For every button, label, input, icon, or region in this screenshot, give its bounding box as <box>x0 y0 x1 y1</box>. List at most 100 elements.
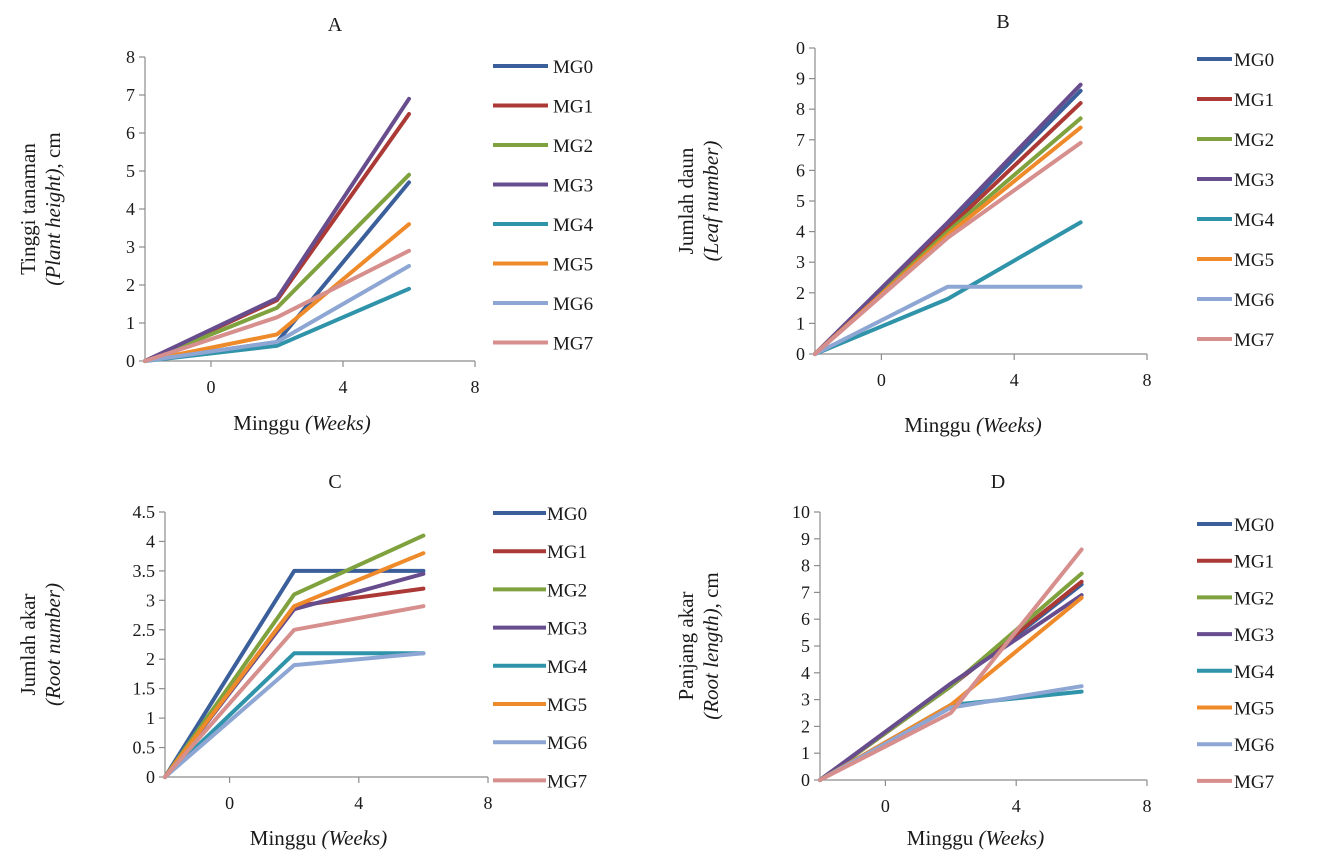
chart-b-legend-label-mg3: MG3 <box>1234 170 1274 191</box>
chart-b-series-mg4 <box>813 220 1083 356</box>
chart-c-y-tick-label: 0 <box>146 767 155 787</box>
chart-c-legend-label-mg7: MG7 <box>547 771 587 792</box>
chart-d-y-tick-label: 3 <box>801 690 810 710</box>
chart-c-y-tick-label: 3 <box>146 590 155 610</box>
chart-b-y-tick-label: 2 <box>796 283 805 303</box>
chart-a-x-axis-title: Minggu (Weeks) <box>233 411 370 435</box>
chart-b-series-mg3 <box>813 82 1083 356</box>
chart-c-series-mg7 <box>163 604 426 779</box>
chart-b-x-tick-label: 0 <box>877 370 886 390</box>
chart-d-series-mg7 <box>818 547 1084 782</box>
chart-b-series-mg6 <box>813 284 1083 356</box>
chart-a-series-mg6 <box>143 264 411 363</box>
chart-d-legend-label-mg5: MG5 <box>1234 699 1274 720</box>
chart-a-legend-label-mg6: MG6 <box>553 294 593 315</box>
chart-d-y-tick-label: 5 <box>801 636 810 656</box>
chart-d-y-tick-label: 6 <box>801 609 810 629</box>
chart-b-x-tick-label: 8 <box>1143 370 1152 390</box>
chart-c-series-mg6 <box>163 651 426 779</box>
chart-d-y-tick-label: 2 <box>801 716 810 736</box>
chart-b-y-tick-label: 4 <box>796 222 805 242</box>
chart-a-legend-label-mg7: MG7 <box>553 334 593 355</box>
chart-a-y-tick-label: 7 <box>126 85 135 105</box>
chart-a-x-tick-label: 0 <box>207 377 216 397</box>
chart-b-legend-label-mg4: MG4 <box>1234 210 1275 231</box>
chart-d-title: D <box>991 471 1005 493</box>
chart-d-legend-label-mg7: MG7 <box>1234 772 1274 793</box>
chart-c-legend-label-mg4: MG4 <box>547 657 588 678</box>
chart-c-y-tick-label: 3.5 <box>133 561 156 581</box>
chart-d-y-tick-label: 10 <box>792 502 810 522</box>
chart-a-panel: A 0 1 2 3 4 5 6 7 8 0 4 8 Minggu (Weeks) Tinggi tanama… <box>16 14 594 435</box>
chart-c-x-tick-label: 8 <box>484 793 493 813</box>
chart-d-y-tick-label: 9 <box>801 529 810 549</box>
chart-a-y-tick-label: 3 <box>126 237 135 257</box>
chart-a-series-mg7 <box>143 248 411 363</box>
chart-a-title: A <box>328 14 343 36</box>
chart-a-y-tick-label: 2 <box>126 275 135 295</box>
chart-a-legend-label-mg4: MG4 <box>553 215 594 236</box>
chart-c-y-tick-label: 1.5 <box>133 679 156 699</box>
chart-a-series-mg5 <box>143 222 411 363</box>
chart-d-y-tick-label: 4 <box>801 663 810 683</box>
chart-a-y-tick-label: 4 <box>126 199 135 219</box>
chart-b-y-tick-label: 7 <box>796 130 805 150</box>
chart-d-y-tick-label: 0 <box>801 770 810 790</box>
chart-b-panel: B 0 1 2 3 4 5 6 7 8 9 0 0 4 8 Minggu (Weeks) Jumlah daun… <box>674 11 1275 437</box>
chart-b-y-axis-title: Jumlah daun(Leaf number) <box>674 141 723 262</box>
chart-c-legend-label-mg2: MG2 <box>547 580 587 601</box>
chart-b-legend-label-mg6: MG6 <box>1234 290 1274 311</box>
chart-b-legend-label-mg5: MG5 <box>1234 250 1274 271</box>
chart-b-x-axis-title: Minggu (Weeks) <box>904 413 1041 437</box>
chart-c-y-tick-label: 4 <box>146 531 155 551</box>
chart-b-y-tick-label: 0 <box>796 38 805 58</box>
chart-b-legend-label-mg1: MG1 <box>1234 90 1274 111</box>
chart-d-x-tick-label: 0 <box>881 796 890 816</box>
chart-b-y-tick-label: 0 <box>796 344 805 364</box>
chart-c-series-mg2 <box>163 533 426 779</box>
chart-c-x-axis-title: Minggu (Weeks) <box>250 826 387 850</box>
chart-b-legend-label-mg0: MG0 <box>1234 50 1274 71</box>
chart-c-y-tick-label: 1 <box>146 708 155 728</box>
chart-a-x-tick-label: 4 <box>339 377 348 397</box>
chart-d-legend-label-mg0: MG0 <box>1234 515 1274 536</box>
chart-c-series-mg0 <box>163 568 426 779</box>
chart-c-title: C <box>328 471 341 493</box>
chart-b-y-tick-label: 1 <box>796 313 805 333</box>
chart-c-y-tick-label: 2.5 <box>133 620 156 640</box>
chart-a-y-tick-label: 1 <box>126 313 135 333</box>
chart-a-legend-label-mg0: MG0 <box>553 57 593 78</box>
chart-d-legend-label-mg3: MG3 <box>1234 625 1274 646</box>
chart-d-panel: D 0 1 2 3 4 5 6 7 8 9 10 0 4 8 Minggu (Weeks) Panjang ak… <box>674 471 1275 850</box>
chart-b-y-tick-label: 5 <box>796 191 805 211</box>
chart-c-y-axis-title: Jumlah akar(Root number) <box>16 583 65 706</box>
chart-c-series-mg1 <box>163 586 426 779</box>
chart-b-y-tick-label: 9 <box>796 69 805 89</box>
chart-b-legend-label-mg2: MG2 <box>1234 130 1274 151</box>
chart-a-y-tick-label: 5 <box>126 161 135 181</box>
chart-a-legend-label-mg1: MG1 <box>553 97 593 118</box>
chart-d-y-axis-title: Panjang akar(Root length), cm <box>674 572 723 720</box>
chart-b-legend-label-mg7: MG7 <box>1234 330 1274 351</box>
chart-c-legend-label-mg1: MG1 <box>547 542 587 563</box>
chart-b-y-tick-label: 3 <box>796 252 805 272</box>
chart-c-legend-label-mg6: MG6 <box>547 733 587 754</box>
chart-d-series-mg3 <box>818 593 1084 782</box>
chart-d-x-tick-label: 8 <box>1143 796 1152 816</box>
chart-a-y-axis-title: Tinggi tanaman(Plant height), cm <box>16 132 65 285</box>
chart-c-x-tick-label: 0 <box>225 793 234 813</box>
chart-d-x-axis-title: Minggu (Weeks) <box>907 826 1044 850</box>
chart-a-legend-label-mg3: MG3 <box>553 176 593 197</box>
chart-d-y-tick-label: 1 <box>801 743 810 763</box>
chart-a-series-mg1 <box>143 112 411 363</box>
chart-a-y-tick-label: 8 <box>126 47 135 67</box>
chart-a-series-mg3 <box>143 96 411 363</box>
chart-d-legend-label-mg1: MG1 <box>1234 552 1274 573</box>
chart-d-legend-label-mg2: MG2 <box>1234 588 1274 609</box>
chart-b-series-mg7 <box>813 140 1083 356</box>
chart-b-title: B <box>996 11 1009 33</box>
chart-a-y-tick-label: 0 <box>126 351 135 371</box>
chart-a-series-mg2 <box>143 172 411 363</box>
chart-c-series-mg5 <box>163 551 426 779</box>
